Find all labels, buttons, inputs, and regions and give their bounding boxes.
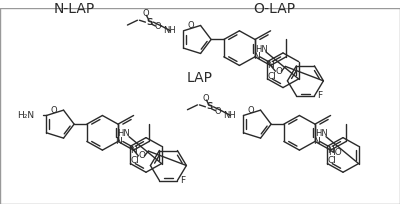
- Text: F: F: [317, 91, 322, 100]
- Text: S: S: [146, 18, 153, 27]
- Text: O: O: [276, 67, 283, 76]
- Text: O: O: [139, 151, 146, 160]
- Text: Cl: Cl: [328, 156, 337, 165]
- Text: O: O: [202, 94, 209, 103]
- Text: N: N: [253, 52, 259, 61]
- Text: LAP: LAP: [187, 71, 213, 85]
- Text: N-LAP: N-LAP: [53, 2, 95, 16]
- Text: O-LAP: O-LAP: [253, 2, 295, 16]
- Text: H₂N: H₂N: [17, 111, 34, 120]
- Text: NH: NH: [163, 26, 176, 35]
- Text: O: O: [248, 106, 254, 115]
- Text: N: N: [267, 61, 274, 70]
- Text: HN: HN: [255, 45, 267, 54]
- Text: O: O: [188, 21, 194, 30]
- Text: N: N: [116, 137, 122, 146]
- Text: F: F: [180, 176, 185, 185]
- Text: S: S: [206, 102, 213, 111]
- Text: HO: HO: [328, 147, 342, 156]
- Text: O: O: [214, 107, 221, 116]
- Text: HN: HN: [118, 129, 130, 138]
- Text: N: N: [313, 137, 319, 146]
- Text: Cl: Cl: [131, 156, 140, 165]
- Text: NH: NH: [223, 111, 236, 120]
- Text: O: O: [142, 9, 149, 18]
- Text: O: O: [154, 22, 161, 31]
- Text: HN: HN: [315, 129, 327, 138]
- Text: Cl: Cl: [268, 72, 277, 81]
- Text: O: O: [51, 106, 58, 115]
- Text: N: N: [327, 146, 334, 155]
- Text: N: N: [130, 146, 137, 155]
